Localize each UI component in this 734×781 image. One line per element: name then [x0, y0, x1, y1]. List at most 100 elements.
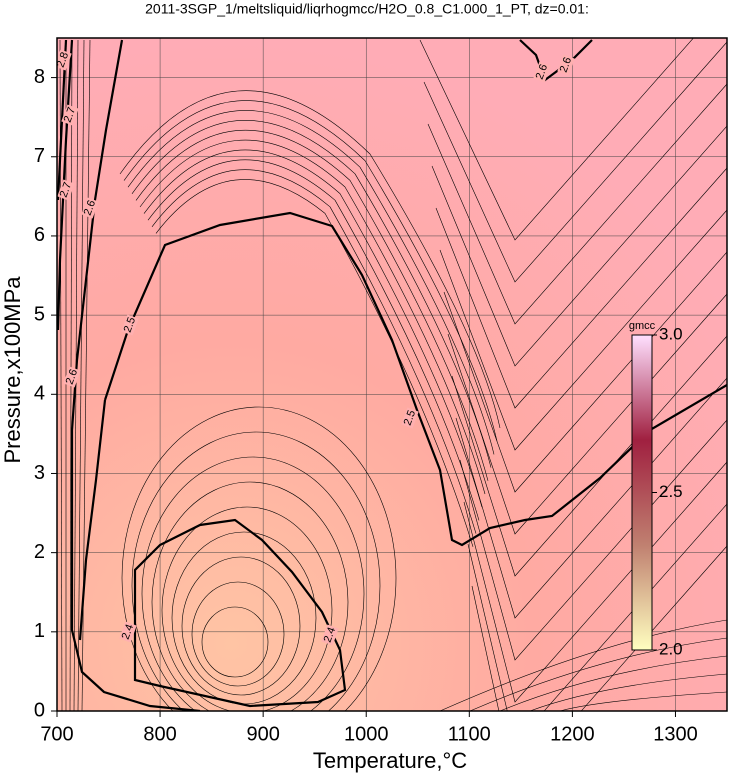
contour-line	[147, 159, 480, 521]
contour-line	[141, 456, 365, 711]
contour-line	[559, 691, 727, 711]
y-tick-label: 8	[34, 66, 45, 88]
contour-line	[499, 655, 727, 711]
contour-label-text: 2.5	[122, 316, 139, 334]
contour-label-bg	[61, 104, 79, 126]
contour-label-bg	[121, 314, 139, 336]
contour-label: 2.6	[557, 54, 575, 76]
plot-layer: 2.4 2.4 2.5 2.5 2.6 2.6 2.6 2.6 2.7 2.7 2.8	[57, 38, 727, 711]
plot-area	[57, 38, 727, 711]
contour-line	[123, 100, 498, 442]
contour-line	[439, 209, 727, 451]
contour-line	[70, 39, 201, 711]
contour-line	[191, 581, 285, 687]
x-tick-label: 1200	[550, 723, 595, 745]
contour-line	[151, 169, 477, 534]
contour-label-bg	[63, 366, 81, 388]
contour-line	[57, 39, 74, 331]
contour-label-bg	[401, 407, 419, 429]
y-tick-label: 1	[34, 620, 45, 642]
x-tick-label: 900	[246, 723, 279, 745]
contour-label-bg	[81, 197, 99, 219]
contour-line	[135, 129, 489, 481]
y-tick-label: 0	[34, 699, 45, 721]
contour-line	[181, 556, 301, 696]
contour-line	[529, 673, 727, 711]
contour-label: 2.4	[119, 621, 137, 643]
contour-line	[467, 503, 727, 711]
contour-label-bg	[119, 621, 137, 643]
contour-line	[427, 83, 727, 325]
contour-line	[431, 125, 727, 367]
contour-label: 2.6	[533, 61, 551, 83]
contour-line	[121, 406, 397, 711]
chart-title: 2011-3SGP_1/meltsliquid/liqrhogmcc/H2O_0…	[145, 1, 589, 17]
y-tick-label: 2	[34, 541, 45, 563]
contour-label: 2.6	[81, 197, 99, 219]
contour-line	[423, 41, 727, 283]
x-tick-label: 700	[40, 723, 73, 745]
y-tick-label: 4	[34, 383, 45, 405]
contour-line	[419, 38, 694, 241]
contour-line	[103, 211, 727, 547]
colorbar-tick-label: 2.0	[659, 639, 683, 658]
contour-label-text: 2.7	[58, 181, 75, 199]
contour-label: 2.4	[321, 624, 339, 646]
contour-label: 2.7	[57, 179, 75, 201]
contour-line	[459, 419, 727, 661]
y-tick-label: 7	[34, 145, 45, 167]
contour-line	[151, 481, 349, 711]
contour-label-text: 2.5	[402, 409, 419, 427]
contour-label: 2.8	[57, 49, 72, 71]
contour-line	[435, 167, 727, 409]
contour-line	[469, 637, 727, 711]
x-tick-label: 800	[143, 723, 176, 745]
x-axis-label: Temperature,°C	[313, 748, 467, 773]
contour-label: 2.5	[401, 407, 419, 429]
contour-line	[119, 90, 501, 429]
contour-label: 2.5	[121, 314, 139, 336]
contour-label-text: 2.6	[64, 368, 81, 386]
contour-line	[471, 545, 727, 711]
colorbar-tick-label: 2.5	[659, 482, 683, 501]
contour-line	[201, 606, 269, 678]
contour-label-bg	[57, 49, 72, 71]
colorbar-label: gmcc	[629, 320, 656, 332]
frame	[56, 37, 728, 712]
contour-label-bg	[533, 61, 551, 83]
contour-line	[451, 335, 727, 577]
colorbar-tick-label: 3.0	[659, 324, 683, 343]
contour-label-bg	[557, 54, 575, 76]
contour-line	[463, 461, 727, 703]
contour-line	[161, 506, 333, 711]
contour-line	[143, 149, 483, 508]
contour-label-text: 2.6	[82, 199, 99, 217]
colorbar	[631, 334, 653, 651]
y-axis-label: Pressure,x100MPa	[0, 276, 25, 464]
contour-label: 2.6	[63, 366, 81, 388]
contour-line	[127, 110, 495, 455]
contour-label-text: 2.4	[322, 626, 339, 644]
y-tick-label: 5	[34, 303, 45, 325]
x-tick-label: 1000	[344, 723, 389, 745]
x-tick-label: 1100	[448, 723, 491, 745]
y-tick-label: 3	[34, 462, 45, 484]
contour-label-bg	[321, 624, 339, 646]
contour-line	[439, 619, 727, 711]
contour-line	[133, 518, 347, 708]
x-tick-label: 1300	[653, 723, 698, 745]
contour-line	[131, 120, 492, 468]
contour-line	[447, 293, 727, 535]
contour-line	[131, 431, 381, 711]
contour-label-bg	[57, 179, 75, 201]
contour-label: 2.7	[61, 104, 79, 126]
y-tick-label: 6	[34, 224, 45, 246]
contour-line	[443, 251, 727, 493]
contour-label-text: 2.7	[62, 106, 79, 124]
contour-label-text: 2.6	[558, 56, 575, 74]
contour-label-text: 2.4	[120, 623, 137, 641]
contour-line	[139, 139, 486, 495]
contour-line	[78, 399, 107, 641]
contour-label-text: 2.6	[534, 63, 551, 81]
